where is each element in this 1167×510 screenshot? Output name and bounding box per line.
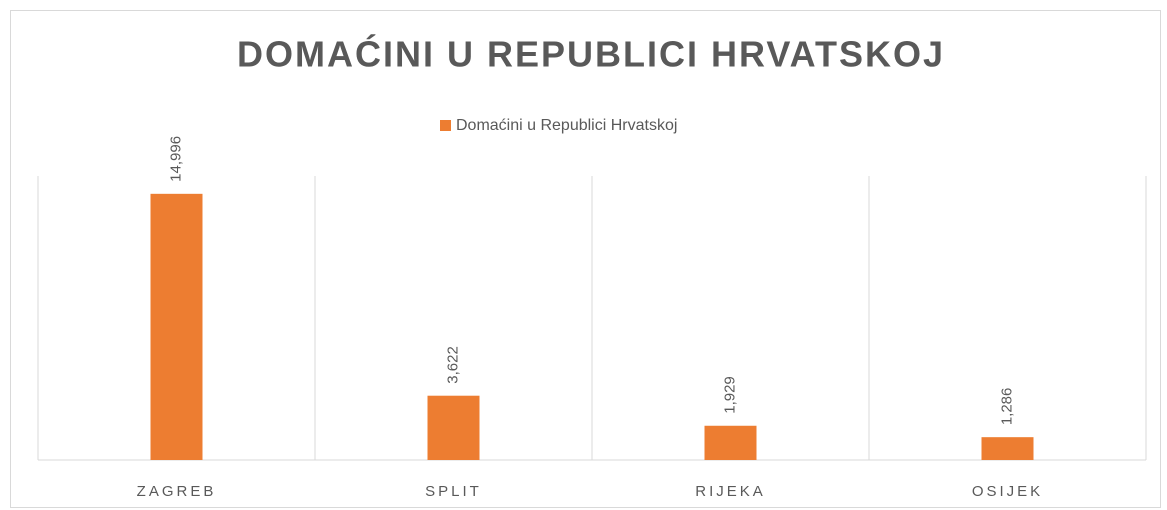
x-tick-label: SPLIT [425,483,482,500]
legend-swatch [440,120,451,131]
x-tick-label: RIJEKA [695,483,766,500]
data-label: 14,996 [167,136,184,182]
x-tick-label: OSIJEK [972,483,1043,500]
bar [427,395,480,460]
data-label: 1,929 [721,376,738,414]
data-label: 1,286 [998,388,1015,426]
legend-label: Domaćini u Republici Hrvatskoj [456,117,677,134]
x-tick-label: ZAGREB [137,483,217,500]
chart-title: DOMAĆINI U REPUBLICI HRVATSKOJ [237,33,945,75]
bar [981,437,1034,460]
bar [150,193,203,461]
bar [704,425,757,460]
data-label: 3,622 [444,346,461,384]
